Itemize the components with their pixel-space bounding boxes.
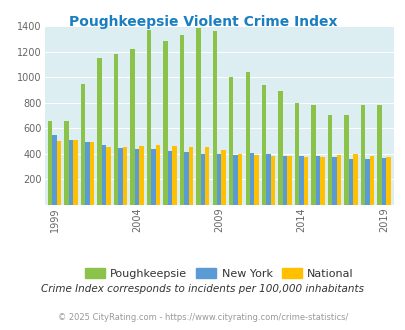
Bar — [172, 146, 176, 205]
Bar — [122, 147, 127, 205]
Bar — [81, 84, 85, 205]
Bar — [155, 145, 160, 205]
Bar — [102, 145, 106, 205]
Bar — [134, 148, 139, 205]
Bar — [320, 157, 324, 205]
Bar — [57, 141, 61, 205]
Bar — [249, 153, 254, 205]
Bar — [64, 120, 68, 205]
Bar — [163, 41, 167, 205]
Bar — [348, 159, 352, 205]
Bar — [376, 105, 381, 205]
Bar — [303, 157, 307, 205]
Bar — [217, 154, 221, 205]
Bar — [311, 105, 315, 205]
Bar — [294, 103, 298, 205]
Bar — [90, 142, 94, 205]
Bar — [343, 115, 348, 205]
Bar — [139, 146, 143, 205]
Legend: Poughkeepsie, New York, National: Poughkeepsie, New York, National — [80, 264, 357, 283]
Bar — [336, 155, 340, 205]
Bar — [167, 151, 172, 205]
Bar — [85, 142, 90, 205]
Bar — [130, 49, 134, 205]
Bar — [146, 30, 151, 205]
Bar — [113, 54, 118, 205]
Bar — [327, 115, 331, 205]
Bar — [278, 91, 282, 205]
Bar — [364, 159, 369, 205]
Bar — [266, 154, 270, 205]
Text: © 2025 CityRating.com - https://www.cityrating.com/crime-statistics/: © 2025 CityRating.com - https://www.city… — [58, 313, 347, 322]
Bar — [270, 155, 275, 205]
Bar — [73, 140, 77, 205]
Bar — [196, 28, 200, 205]
Bar — [233, 155, 237, 205]
Bar — [315, 156, 320, 205]
Bar — [179, 35, 183, 205]
Bar — [254, 155, 258, 205]
Bar — [68, 140, 73, 205]
Bar — [298, 156, 303, 205]
Bar — [385, 157, 390, 205]
Bar — [151, 149, 155, 205]
Bar — [360, 105, 364, 205]
Bar — [52, 135, 57, 205]
Bar — [212, 31, 217, 205]
Bar — [200, 154, 205, 205]
Bar — [48, 120, 52, 205]
Text: Poughkeepsie Violent Crime Index: Poughkeepsie Violent Crime Index — [68, 15, 337, 29]
Bar — [188, 147, 192, 205]
Bar — [369, 156, 373, 205]
Bar — [261, 85, 266, 205]
Bar — [183, 152, 188, 205]
Bar — [205, 147, 209, 205]
Bar — [287, 155, 291, 205]
Bar — [221, 150, 225, 205]
Bar — [245, 72, 249, 205]
Bar — [331, 157, 336, 205]
Bar — [381, 157, 385, 205]
Bar — [228, 77, 233, 205]
Bar — [97, 57, 102, 205]
Bar — [352, 154, 357, 205]
Bar — [118, 148, 122, 205]
Bar — [237, 154, 242, 205]
Bar — [282, 155, 287, 205]
Bar — [106, 147, 110, 205]
Text: Crime Index corresponds to incidents per 100,000 inhabitants: Crime Index corresponds to incidents per… — [41, 284, 364, 294]
